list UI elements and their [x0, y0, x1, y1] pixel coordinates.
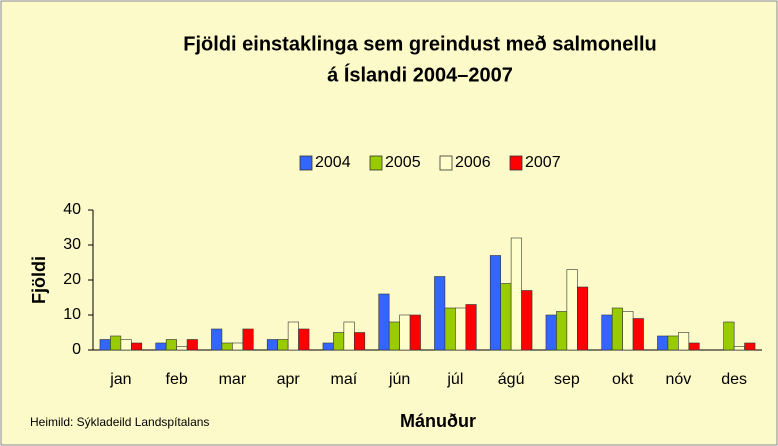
- bar: [465, 304, 477, 351]
- bar: [657, 335, 669, 351]
- bar: [322, 342, 334, 351]
- legend-label: 2004: [315, 154, 351, 171]
- x-tick-label: nóv: [665, 371, 691, 388]
- bar: [434, 276, 446, 351]
- bar: [455, 307, 467, 351]
- bar: [688, 342, 700, 351]
- bar: [577, 286, 589, 351]
- bar: [667, 335, 679, 351]
- bar: [521, 290, 533, 351]
- bar: [733, 346, 745, 351]
- bar: [566, 269, 578, 351]
- bar: [277, 339, 289, 351]
- x-tick-label: okt: [612, 371, 634, 388]
- bar: [298, 328, 310, 351]
- bar: [500, 283, 512, 351]
- chart-title: á Íslandi 2004–2007: [327, 63, 513, 86]
- y-tick-label: 0: [72, 341, 81, 358]
- y-axis-label: Fjöldi: [29, 256, 49, 304]
- bar: [333, 332, 345, 351]
- bar: [186, 339, 198, 351]
- bar: [120, 339, 132, 351]
- bar: [510, 237, 522, 351]
- bar: [399, 314, 411, 351]
- bar: [388, 321, 400, 351]
- legend-swatch: [439, 155, 453, 171]
- legend-label: 2006: [455, 154, 491, 171]
- bar: [378, 293, 390, 351]
- bar: [489, 255, 501, 351]
- bar: [99, 339, 111, 351]
- bar: [556, 311, 568, 351]
- bar: [678, 332, 690, 351]
- bar: [242, 328, 254, 351]
- legend-label: 2005: [385, 154, 421, 171]
- bar: [343, 321, 355, 351]
- x-tick-label: sep: [554, 371, 580, 388]
- x-tick-label: apr: [277, 371, 301, 388]
- x-tick-label: mar: [219, 371, 247, 388]
- bar: [287, 321, 299, 351]
- chart-title: Fjöldi einstaklinga sem greindust með sa…: [183, 33, 656, 55]
- x-tick-label: feb: [166, 371, 188, 388]
- x-tick-label: jún: [388, 371, 410, 388]
- legend-swatch: [299, 155, 313, 171]
- bar: [622, 311, 634, 351]
- x-tick-label: jan: [109, 371, 131, 388]
- bar: [221, 342, 233, 351]
- bar: [632, 318, 644, 351]
- bar: [266, 339, 278, 351]
- bar: [409, 314, 421, 351]
- x-axis-label: Mánuður: [400, 411, 476, 431]
- x-tick-label: ágú: [498, 371, 525, 388]
- bar: [176, 346, 188, 351]
- legend-label: 2007: [525, 154, 561, 171]
- bar: [723, 321, 735, 351]
- bar: [110, 335, 122, 351]
- source: Heimild: Sýkladeild Landspítalans: [30, 415, 209, 429]
- y-tick-label: 30: [63, 236, 81, 253]
- bar: [444, 307, 456, 351]
- bar: [744, 342, 756, 351]
- bar: [232, 342, 244, 351]
- legend-swatch: [509, 155, 523, 171]
- bar: [611, 307, 623, 351]
- legend-swatch: [369, 155, 383, 171]
- x-tick-label: des: [721, 371, 747, 388]
- bar: [155, 342, 167, 351]
- y-tick-label: 40: [63, 201, 81, 218]
- bar: [211, 328, 223, 351]
- x-tick-label: maí: [331, 371, 358, 388]
- bar: [545, 314, 557, 351]
- bar: [165, 339, 177, 351]
- y-tick-label: 10: [63, 306, 81, 323]
- x-tick-label: júl: [446, 371, 463, 388]
- bar: [131, 342, 143, 351]
- y-tick-label: 20: [63, 271, 81, 288]
- bar: [601, 314, 613, 351]
- bar: [354, 332, 366, 351]
